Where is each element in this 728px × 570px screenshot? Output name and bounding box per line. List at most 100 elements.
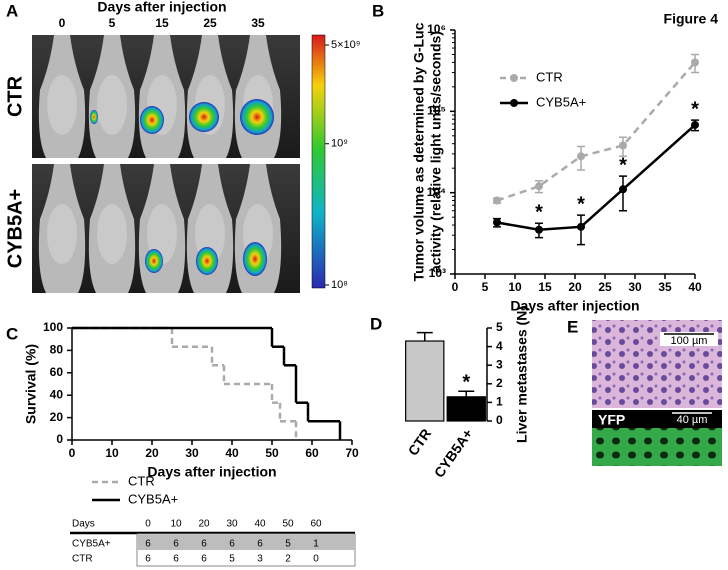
- table-cell: 5: [229, 554, 235, 565]
- channel-label: YFP: [598, 412, 625, 428]
- colorbar-label: 10⁹: [331, 138, 348, 150]
- table-row-bg: [137, 535, 355, 550]
- y-tick-label: 10⁴: [427, 185, 446, 199]
- signal-blob: [240, 99, 274, 135]
- x-tick-label: 20: [145, 446, 159, 460]
- panel-letter: E: [567, 317, 578, 336]
- table-cell: 5: [285, 539, 291, 550]
- table-header: Days: [72, 519, 95, 530]
- y-tick-label: 1: [496, 395, 503, 409]
- signal-blob: [189, 102, 219, 132]
- bar: [446, 396, 486, 422]
- y-tick-label: 10⁵: [427, 104, 446, 118]
- x-tick-label: 0: [69, 446, 76, 460]
- x-tick-label: 40: [688, 280, 702, 294]
- table-cell: 2: [285, 554, 291, 565]
- y-tick-label: 60: [50, 365, 64, 379]
- scale-box: [660, 332, 718, 346]
- x-tick-label: 15: [538, 280, 552, 294]
- x-axis-label: Days after injection: [147, 464, 276, 480]
- x-tick-label: 50: [265, 446, 279, 460]
- error-bar: [416, 331, 433, 342]
- table-cell: 6: [145, 554, 151, 565]
- table-header: 10: [170, 519, 182, 530]
- data-point: [577, 222, 585, 231]
- yfp-band: [592, 410, 722, 428]
- colorbar-label: 5×10⁹: [331, 39, 361, 51]
- significance-mark: *: [619, 154, 627, 176]
- figure-label: Figure 4: [664, 11, 719, 27]
- signal-blob: [196, 247, 218, 275]
- bar: [405, 340, 445, 422]
- y-axis-label: activity (relative light units/seconds): [428, 31, 444, 273]
- panel-letter: C: [6, 324, 18, 343]
- panel-letter: D: [370, 314, 382, 333]
- x-tick-label: 10: [105, 446, 119, 460]
- y-axis-label: Tumor volume as determined by G-Luc: [411, 22, 427, 281]
- panel-letter: A: [6, 1, 18, 20]
- x-tick-label: 20: [568, 280, 582, 294]
- scale-label: 100 µm: [671, 335, 708, 347]
- table-header: 20: [198, 519, 210, 530]
- legend-marker: [510, 74, 518, 82]
- table-cell: 6: [173, 554, 179, 565]
- x-tick-label: CTR: [405, 426, 435, 459]
- table-header: 40: [254, 519, 266, 530]
- y-tick-label: 100: [43, 320, 63, 334]
- mouse-shade: [97, 75, 127, 135]
- table-cell: 6: [229, 539, 235, 550]
- table-header: 30: [226, 519, 238, 530]
- x-tick-label: 35: [658, 280, 672, 294]
- day-label: 35: [251, 16, 265, 30]
- x-tick-label: 25: [598, 280, 612, 294]
- table-cell: 6: [257, 539, 263, 550]
- y-tick-label: 5: [496, 320, 503, 334]
- data-point: [535, 182, 543, 191]
- table-cell: 1: [313, 539, 319, 550]
- y-tick-label: 20: [50, 410, 64, 424]
- significance-mark: *: [462, 372, 470, 394]
- significance-mark: *: [577, 193, 585, 215]
- y-tick-label: 80: [50, 343, 64, 357]
- x-tick-label: 0: [452, 280, 459, 294]
- y-axis-label: Liver metastases (N): [514, 306, 530, 443]
- mouse-shade: [147, 204, 177, 264]
- y-tick-label: 4: [496, 339, 503, 353]
- group-label: CTR: [4, 75, 26, 117]
- table-cell: 6: [201, 539, 207, 550]
- table-cell: 6: [173, 539, 179, 550]
- series-line: [496, 124, 696, 232]
- table-cell: 6: [201, 554, 207, 565]
- y-tick-label: 10⁶: [427, 22, 446, 36]
- y-tick-label: 3: [496, 357, 503, 371]
- y-tick-label: 0: [496, 413, 503, 427]
- data-point: [619, 141, 627, 150]
- mouse-shade: [47, 204, 77, 264]
- significance-mark: *: [691, 98, 699, 120]
- legend-label: CTR: [536, 69, 563, 84]
- x-tick-label: 60: [305, 446, 319, 460]
- group-label: CYB5A+: [4, 189, 26, 268]
- signal-blob: [145, 249, 163, 273]
- table-cell: 3: [257, 554, 263, 565]
- panel-e: E 100 µm 40 µm YFP: [567, 317, 722, 466]
- x-tick-label: 30: [628, 280, 642, 294]
- day-label: 0: [59, 16, 66, 30]
- x-tick-label: 10: [508, 280, 522, 294]
- scale-label: 40 µm: [677, 414, 708, 426]
- data-point: [691, 58, 699, 67]
- significance-mark: *: [535, 202, 543, 224]
- table-cell: 0: [313, 554, 319, 565]
- data-point: [493, 218, 501, 227]
- y-tick-label: 2: [496, 376, 503, 390]
- panel-title: Days after injection: [97, 0, 226, 15]
- signal-blob: [140, 106, 164, 134]
- table-cell: CTR: [72, 554, 93, 565]
- legend-label: CYB5A+: [128, 491, 178, 506]
- series-line: [496, 61, 696, 202]
- data-point: [535, 225, 543, 234]
- day-label: 15: [155, 16, 169, 30]
- x-tick-label: 30: [185, 446, 199, 460]
- day-label: 5: [109, 16, 116, 30]
